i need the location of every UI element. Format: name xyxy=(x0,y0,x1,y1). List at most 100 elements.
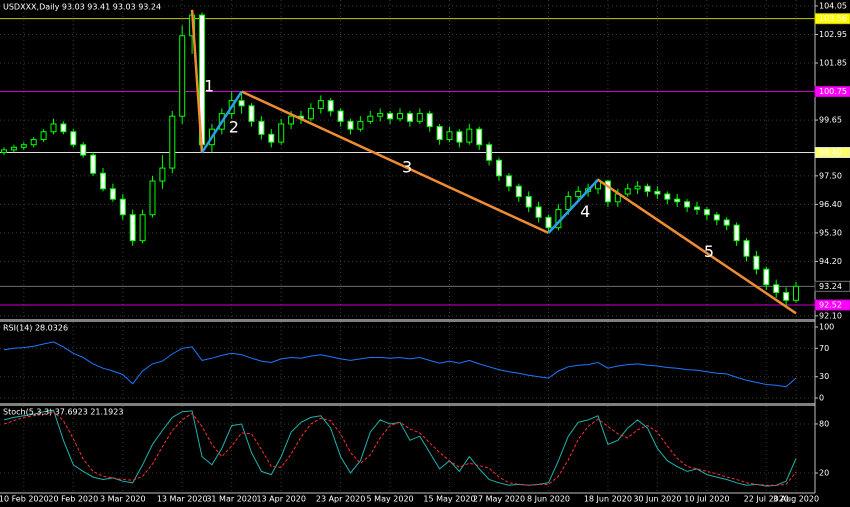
candle-body xyxy=(723,219,730,226)
candle-body xyxy=(357,120,364,130)
y-tick-label: 94.20 xyxy=(819,257,842,266)
y-tick-label: 0 xyxy=(819,394,824,403)
candle-body xyxy=(139,214,146,242)
candle-body xyxy=(258,120,265,135)
candle-body xyxy=(793,285,799,301)
candle-body xyxy=(30,139,37,146)
candle-body xyxy=(317,100,324,109)
candle-body xyxy=(684,201,691,208)
candle-body xyxy=(604,180,611,203)
candle-body xyxy=(377,113,384,117)
wave-label: 3 xyxy=(402,158,412,177)
indicator-line xyxy=(3,409,797,487)
symbol-header: USDXXX,Daily 93.03 93.41 93.03 93.24 xyxy=(3,3,161,12)
candle-body xyxy=(694,206,700,211)
candle-body xyxy=(416,113,423,122)
candle-body xyxy=(496,159,502,177)
candle-body xyxy=(753,255,760,270)
candle-body xyxy=(70,131,77,146)
candle-body xyxy=(763,268,770,286)
candle-body xyxy=(20,144,27,148)
x-tick-label: 3 Mar 2020 xyxy=(100,495,146,504)
y-tick-label: 95.30 xyxy=(819,228,842,237)
candle-body xyxy=(545,216,552,229)
candle-body xyxy=(783,292,790,301)
wave-line xyxy=(190,9,204,153)
candle-body xyxy=(278,123,285,143)
y-tick-label: 100 xyxy=(819,322,834,331)
x-tick-label: 15 May 2020 xyxy=(423,495,475,504)
x-tick-label: 5 May 2020 xyxy=(367,495,414,504)
x-tick-label: 18 Jun 2020 xyxy=(584,495,632,504)
candle-body xyxy=(703,209,710,216)
candle-body xyxy=(456,131,463,143)
candle-body xyxy=(476,128,483,146)
candle-body xyxy=(773,284,780,294)
candle-body xyxy=(337,110,344,122)
y-tick-label: 80 xyxy=(819,419,829,428)
candle-body xyxy=(733,224,740,242)
candle-body xyxy=(446,131,453,141)
candle-body xyxy=(307,107,314,120)
price-level-label-box xyxy=(814,146,850,158)
price-level-label-box xyxy=(814,13,850,25)
wave-line xyxy=(547,178,599,234)
wave-label: 5 xyxy=(704,242,714,261)
candle-body xyxy=(159,167,166,182)
candle-body xyxy=(50,123,57,133)
candle-body xyxy=(288,115,295,125)
candle-body xyxy=(248,105,255,122)
y-tick-label: 97.50 xyxy=(819,171,842,180)
candle-body xyxy=(10,146,17,151)
x-tick-label: 22 Jul 2020 xyxy=(744,495,789,504)
wave-line xyxy=(200,90,243,154)
candle-body xyxy=(525,196,532,208)
candle-body xyxy=(713,214,720,221)
x-tick-label: 8 Jun 2020 xyxy=(527,495,570,504)
candle-body xyxy=(515,185,522,198)
stoch-header: Stoch(5,3,3) 37.6923 21.1923 xyxy=(3,408,123,417)
price-level-label: 98.40 xyxy=(819,148,842,157)
price-level-label-box xyxy=(814,86,850,98)
panel-separator xyxy=(0,403,815,406)
candle-body xyxy=(565,196,572,211)
price-level-label: 103.56 xyxy=(819,14,847,23)
indicator-line xyxy=(3,341,797,388)
candle-body xyxy=(60,123,67,133)
candle-body xyxy=(634,185,641,190)
candle-body xyxy=(1,149,7,153)
grid xyxy=(0,0,815,493)
candle-body xyxy=(486,144,493,161)
x-tick-label: 30 Jun 2020 xyxy=(633,495,681,504)
y-tick-label: 70 xyxy=(819,344,829,353)
candle-body xyxy=(575,190,582,198)
candle-body xyxy=(436,126,443,141)
y-tick-label: 92.10 xyxy=(819,311,842,320)
wave-line xyxy=(597,178,797,315)
candle-body xyxy=(624,188,631,195)
price-level-label: 92.52 xyxy=(819,300,842,309)
x-tick-label: 23 Apr 2020 xyxy=(316,495,365,504)
x-tick-label: 10 Jul 2020 xyxy=(684,495,729,504)
candle-body xyxy=(674,198,681,203)
candle-body xyxy=(426,113,433,128)
candle-body xyxy=(129,214,136,242)
price-level-label: 100.75 xyxy=(819,87,847,96)
y-tick-label: 30 xyxy=(819,372,829,381)
candle-body xyxy=(367,115,374,122)
x-tick-label: 13 Mar 2020 xyxy=(157,495,208,504)
y-tick-label: 101.85 xyxy=(819,59,847,68)
price-level-label: 93.24 xyxy=(819,282,842,291)
y-tick-label: 20 xyxy=(819,468,829,477)
y-tick-label: 102.95 xyxy=(819,30,847,39)
candle-body xyxy=(179,35,186,117)
wave-line xyxy=(241,90,550,235)
candle-body xyxy=(109,188,116,200)
candle-body xyxy=(397,113,403,120)
candle-body xyxy=(149,180,156,216)
panel-separator xyxy=(0,319,815,322)
wave-label: 1 xyxy=(204,77,214,96)
